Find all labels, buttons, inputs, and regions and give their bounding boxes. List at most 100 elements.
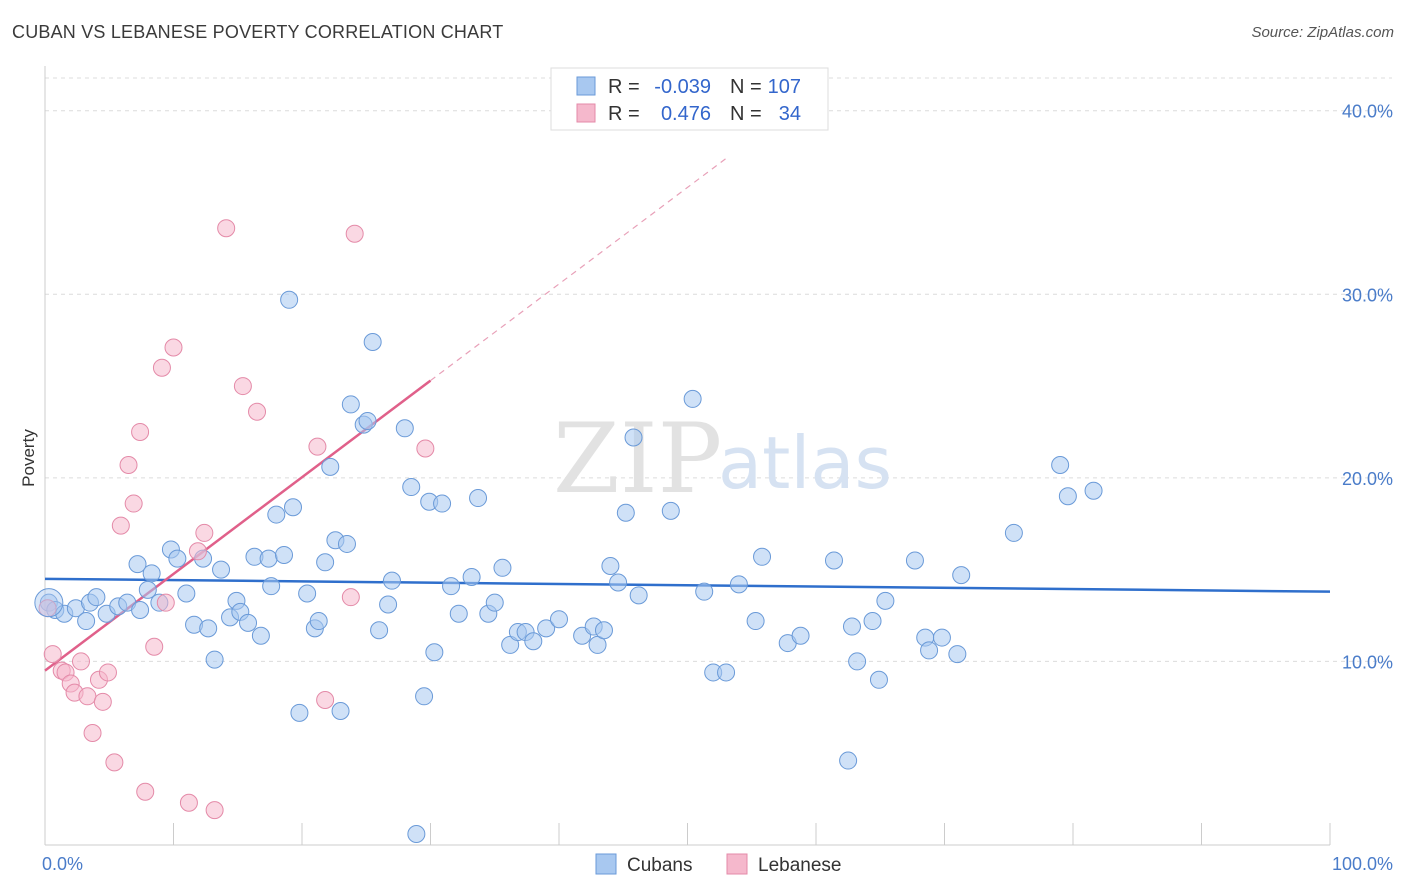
point-cubans	[594, 621, 613, 640]
legend-r-value-lebanese: 0.476	[661, 103, 711, 125]
point-lebanese	[195, 523, 214, 542]
legend-label-lebanese: Lebanese	[758, 855, 841, 876]
point-cubans	[199, 619, 218, 638]
point-cubans	[316, 553, 335, 572]
y-tick-labels: 10.0% 20.0% 30.0% 40.0%	[1342, 102, 1393, 673]
point-lebanese	[416, 439, 435, 458]
point-cubans	[863, 612, 882, 631]
point-cubans-cluster	[34, 588, 64, 618]
point-cubans	[493, 558, 512, 577]
point-cubans	[259, 549, 278, 568]
point-cubans	[683, 389, 702, 408]
point-cubans	[729, 575, 748, 594]
legend-n-value-cubans: 107	[768, 76, 801, 98]
data-points	[34, 219, 1103, 843]
point-cubans	[275, 545, 294, 564]
point-cubans	[415, 687, 434, 706]
point-lebanese	[131, 422, 150, 441]
point-cubans	[601, 556, 620, 575]
point-lebanese	[205, 801, 224, 820]
x-tick-labels: 0.0% 100.0%	[42, 854, 1393, 874]
point-cubans	[842, 617, 861, 636]
trend-line-cubans	[44, 577, 1331, 593]
point-lebanese	[179, 793, 198, 812]
point-cubans	[331, 701, 350, 720]
watermark: ZIP atlas	[553, 403, 892, 515]
y-tick-label: 20.0%	[1342, 469, 1393, 489]
y-axis-label: Poverty	[19, 429, 38, 487]
point-cubans	[485, 593, 504, 612]
legend-r-label: R =	[608, 76, 640, 98]
point-lebanese	[345, 224, 364, 243]
point-lebanese	[156, 593, 175, 612]
chart-title: CUBAN VS LEBANESE POVERTY CORRELATION CH…	[12, 22, 504, 42]
point-cubans	[341, 395, 360, 414]
legend-swatch-lebanese	[576, 103, 596, 123]
point-cubans	[177, 584, 196, 603]
point-lebanese	[124, 494, 143, 513]
point-cubans	[433, 494, 452, 513]
point-cubans	[462, 567, 481, 586]
point-cubans	[876, 591, 895, 610]
point-lebanese	[78, 687, 97, 706]
point-cubans	[321, 457, 340, 476]
point-cubans	[624, 428, 643, 447]
y-tick-label: 10.0%	[1342, 652, 1393, 672]
legend-swatch-lebanese	[726, 853, 748, 875]
point-cubans	[212, 560, 231, 579]
point-cubans	[948, 645, 967, 664]
point-cubans	[537, 619, 556, 638]
point-cubans	[407, 824, 426, 843]
point-lebanese	[248, 402, 267, 421]
watermark-zip: ZIP	[553, 403, 722, 515]
point-cubans	[284, 498, 303, 517]
point-lebanese	[316, 690, 335, 709]
point-cubans	[358, 411, 377, 430]
point-cubans	[746, 612, 765, 631]
point-cubans	[550, 610, 568, 629]
stats-legend: R = -0.039 N = 107 R = 0.476 N = 34	[550, 67, 829, 131]
point-cubans	[1051, 456, 1070, 475]
point-lebanese	[341, 588, 360, 607]
point-lebanese	[145, 637, 164, 656]
point-cubans	[131, 601, 150, 620]
point-cubans	[267, 505, 286, 524]
point-cubans	[168, 549, 187, 568]
point-lebanese	[111, 516, 130, 535]
point-cubans	[869, 670, 888, 689]
point-cubans	[695, 582, 714, 601]
point-lebanese	[164, 338, 183, 357]
point-lebanese	[233, 377, 252, 396]
point-cubans	[661, 501, 680, 520]
x-tick-label: 0.0%	[42, 854, 83, 874]
legend-r-value-cubans: -0.039	[654, 76, 711, 98]
point-cubans	[395, 419, 414, 438]
gridlines	[45, 77, 1392, 662]
point-cubans	[1084, 481, 1103, 500]
point-cubans	[77, 612, 96, 631]
point-lebanese	[43, 645, 62, 664]
point-lebanese	[217, 219, 236, 238]
y-tick-label: 40.0%	[1342, 102, 1393, 122]
point-cubans	[449, 604, 468, 623]
point-cubans	[87, 588, 106, 607]
legend-n-value-lebanese: 34	[779, 103, 801, 125]
point-cubans	[791, 626, 810, 645]
x-tick-label: 100.0%	[1332, 854, 1393, 874]
point-cubans	[379, 595, 398, 614]
watermark-atlas: atlas	[718, 421, 892, 505]
axes	[44, 66, 1331, 846]
point-cubans	[239, 613, 258, 632]
point-cubans	[932, 628, 951, 647]
legend-n-label: N =	[730, 76, 762, 98]
legend-n-label: N =	[730, 103, 762, 125]
point-cubans	[363, 333, 382, 352]
point-cubans	[290, 703, 309, 722]
point-cubans	[262, 577, 281, 596]
point-cubans	[952, 566, 971, 585]
point-cubans	[839, 751, 858, 770]
legend-swatch-cubans	[576, 76, 596, 96]
legend-label-cubans: Cubans	[627, 855, 693, 876]
point-lebanese	[119, 456, 138, 475]
